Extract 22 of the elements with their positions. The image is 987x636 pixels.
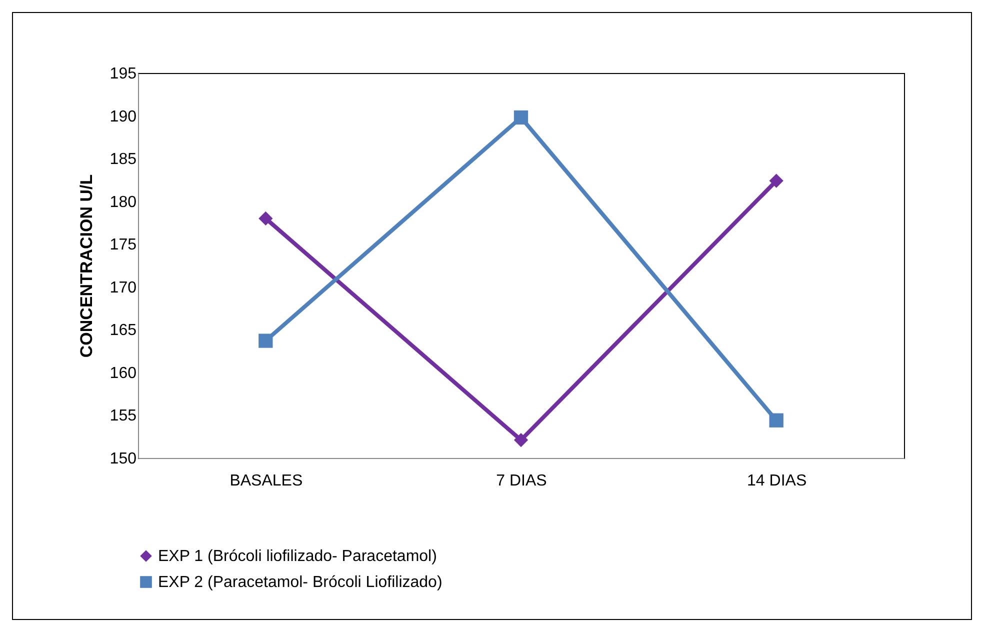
y-tick-label: 165: [110, 322, 137, 340]
y-tick-label: 155: [110, 408, 137, 425]
point: [258, 334, 273, 348]
y-tick-label: 195: [110, 66, 137, 82]
y-axis-title: CONCENTRACION U/L: [76, 174, 96, 358]
y-tick-label: 175: [110, 236, 137, 254]
point: [514, 110, 528, 125]
y-tick-label: 190: [110, 108, 137, 126]
point: [258, 211, 273, 226]
x-tick-label: 14 DIAS: [747, 472, 807, 490]
y-tick-label: 160: [110, 364, 137, 382]
y-tick-label: 185: [110, 151, 137, 168]
x-tick-label: 7 DIAS: [496, 472, 547, 490]
point: [514, 432, 528, 448]
y-tick-label: 150: [110, 450, 137, 468]
x-tick-label: BASALES: [230, 472, 303, 490]
y-tick-label: 180: [110, 194, 137, 211]
legend-label: EXP 2 (Paracetamol- Brócoli Liofilizado): [158, 574, 442, 591]
legend-label: EXP 1 (Brócoli liofilizado- Paracetamol): [158, 548, 437, 565]
point: [769, 174, 784, 188]
y-tick-label: 170: [110, 279, 137, 296]
point: [769, 413, 784, 428]
